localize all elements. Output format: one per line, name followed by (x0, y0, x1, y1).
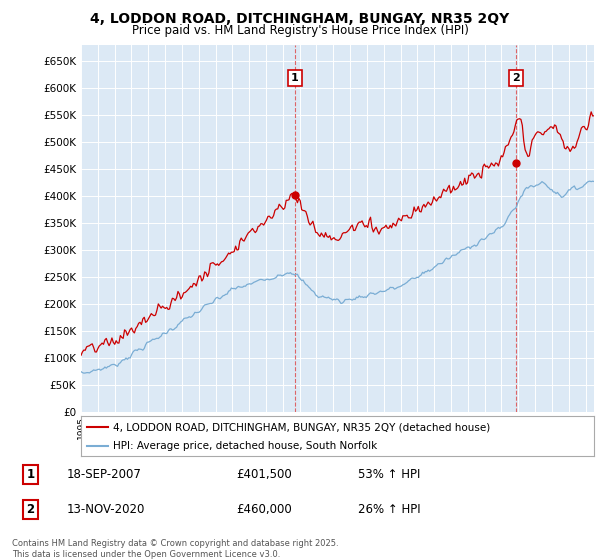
Text: £460,000: £460,000 (236, 503, 292, 516)
Text: 4, LODDON ROAD, DITCHINGHAM, BUNGAY, NR35 2QY (detached house): 4, LODDON ROAD, DITCHINGHAM, BUNGAY, NR3… (113, 422, 490, 432)
Text: 53% ↑ HPI: 53% ↑ HPI (358, 468, 420, 481)
Text: 2: 2 (512, 73, 520, 83)
Text: 4, LODDON ROAD, DITCHINGHAM, BUNGAY, NR35 2QY: 4, LODDON ROAD, DITCHINGHAM, BUNGAY, NR3… (91, 12, 509, 26)
Text: 26% ↑ HPI: 26% ↑ HPI (358, 503, 420, 516)
Text: HPI: Average price, detached house, South Norfolk: HPI: Average price, detached house, Sout… (113, 441, 377, 451)
Text: Contains HM Land Registry data © Crown copyright and database right 2025.
This d: Contains HM Land Registry data © Crown c… (12, 539, 338, 559)
Text: 1: 1 (26, 468, 35, 481)
Text: 18-SEP-2007: 18-SEP-2007 (67, 468, 142, 481)
Text: 1: 1 (291, 73, 299, 83)
Text: Price paid vs. HM Land Registry's House Price Index (HPI): Price paid vs. HM Land Registry's House … (131, 24, 469, 36)
Text: 13-NOV-2020: 13-NOV-2020 (67, 503, 145, 516)
Text: 2: 2 (26, 503, 35, 516)
Text: £401,500: £401,500 (236, 468, 292, 481)
